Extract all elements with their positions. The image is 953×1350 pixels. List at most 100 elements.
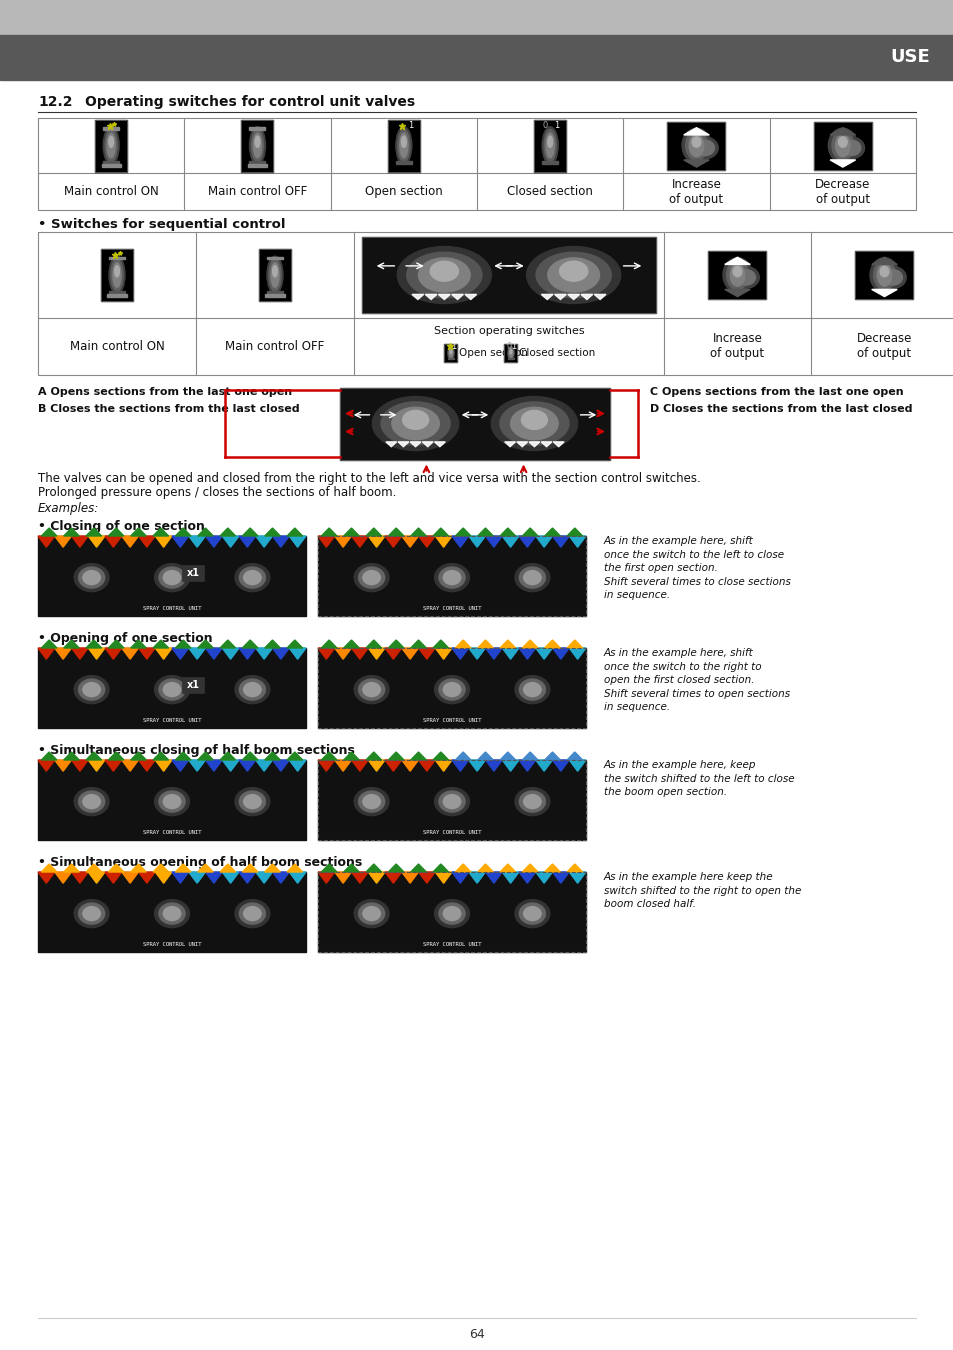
Polygon shape — [554, 294, 566, 300]
Polygon shape — [255, 760, 273, 771]
Polygon shape — [289, 760, 306, 771]
Bar — [241, 120, 274, 171]
Polygon shape — [536, 648, 552, 659]
Polygon shape — [264, 528, 280, 536]
Polygon shape — [553, 441, 563, 447]
Polygon shape — [71, 648, 89, 659]
Polygon shape — [239, 536, 255, 547]
Polygon shape — [89, 760, 105, 771]
Polygon shape — [222, 536, 239, 547]
Bar — [95, 120, 127, 171]
Text: • Switches for sequential control: • Switches for sequential control — [38, 217, 285, 231]
Ellipse shape — [521, 410, 547, 429]
Text: D Closes the sections from the last closed: D Closes the sections from the last clos… — [649, 404, 911, 414]
Text: Prolonged pressure opens / closes the sections of half boom.: Prolonged pressure opens / closes the se… — [38, 486, 395, 500]
Ellipse shape — [559, 262, 587, 281]
Text: Operating switches for control unit valves: Operating switches for control unit valv… — [85, 95, 415, 109]
Bar — [708, 251, 765, 298]
Polygon shape — [499, 864, 516, 872]
Text: Main control OFF: Main control OFF — [208, 185, 307, 198]
Polygon shape — [552, 872, 569, 883]
Ellipse shape — [358, 567, 384, 589]
Polygon shape — [289, 648, 306, 659]
Ellipse shape — [418, 258, 470, 292]
Ellipse shape — [450, 350, 452, 354]
Bar — [388, 120, 419, 171]
Bar — [38, 872, 306, 952]
Polygon shape — [569, 536, 585, 547]
Polygon shape — [289, 536, 306, 547]
Ellipse shape — [107, 134, 115, 158]
Polygon shape — [499, 528, 516, 536]
Ellipse shape — [402, 410, 428, 429]
Polygon shape — [71, 536, 89, 547]
Polygon shape — [388, 864, 403, 872]
Bar — [504, 344, 517, 362]
Polygon shape — [264, 640, 280, 648]
Polygon shape — [518, 872, 536, 883]
Polygon shape — [317, 536, 335, 547]
Ellipse shape — [269, 259, 281, 290]
Ellipse shape — [523, 683, 540, 697]
Ellipse shape — [523, 907, 540, 921]
Ellipse shape — [430, 262, 458, 281]
Polygon shape — [122, 536, 138, 547]
Ellipse shape — [443, 795, 460, 809]
Text: Main control OFF: Main control OFF — [225, 340, 324, 352]
Polygon shape — [455, 640, 471, 648]
Ellipse shape — [448, 347, 453, 359]
Ellipse shape — [692, 136, 700, 147]
Bar — [855, 251, 913, 298]
Ellipse shape — [114, 266, 119, 277]
Polygon shape — [385, 872, 401, 883]
Polygon shape — [131, 752, 146, 760]
Polygon shape — [477, 752, 493, 760]
Polygon shape — [485, 536, 501, 547]
Ellipse shape — [250, 127, 265, 165]
Polygon shape — [455, 752, 471, 760]
Polygon shape — [64, 640, 79, 648]
Bar — [109, 290, 125, 294]
Text: As in the example here, keep
the switch shifted to the left to close
the boom op: As in the example here, keep the switch … — [603, 760, 794, 798]
Polygon shape — [518, 760, 536, 771]
Ellipse shape — [78, 679, 105, 701]
Ellipse shape — [273, 266, 277, 277]
Ellipse shape — [722, 258, 751, 293]
Polygon shape — [197, 528, 213, 536]
Polygon shape — [552, 760, 569, 771]
Polygon shape — [105, 760, 122, 771]
Ellipse shape — [838, 136, 846, 147]
Ellipse shape — [83, 907, 100, 921]
Polygon shape — [89, 536, 105, 547]
Polygon shape — [452, 760, 468, 771]
Bar — [103, 161, 119, 165]
Ellipse shape — [838, 138, 863, 159]
Ellipse shape — [515, 899, 549, 927]
Ellipse shape — [499, 402, 568, 446]
Polygon shape — [321, 752, 336, 760]
Polygon shape — [205, 536, 222, 547]
Polygon shape — [321, 864, 336, 872]
Ellipse shape — [254, 136, 259, 147]
Polygon shape — [89, 648, 105, 659]
Polygon shape — [155, 648, 172, 659]
Bar — [38, 232, 953, 375]
Bar — [708, 251, 765, 298]
Polygon shape — [435, 760, 452, 771]
Polygon shape — [388, 640, 403, 648]
Polygon shape — [518, 536, 536, 547]
Text: SPRAY CONTROL UNIT: SPRAY CONTROL UNIT — [143, 829, 201, 834]
Ellipse shape — [443, 683, 460, 697]
Ellipse shape — [399, 134, 407, 158]
Polygon shape — [273, 536, 289, 547]
Polygon shape — [38, 648, 54, 659]
Text: Main control ON: Main control ON — [70, 340, 164, 352]
Polygon shape — [501, 872, 518, 883]
Ellipse shape — [267, 256, 283, 294]
Polygon shape — [152, 864, 169, 872]
Ellipse shape — [509, 348, 512, 358]
Polygon shape — [89, 872, 105, 883]
Polygon shape — [435, 648, 452, 659]
Text: The valves can be opened and closed from the right to the left and vice versa wi: The valves can be opened and closed from… — [38, 472, 700, 485]
Polygon shape — [152, 528, 169, 536]
